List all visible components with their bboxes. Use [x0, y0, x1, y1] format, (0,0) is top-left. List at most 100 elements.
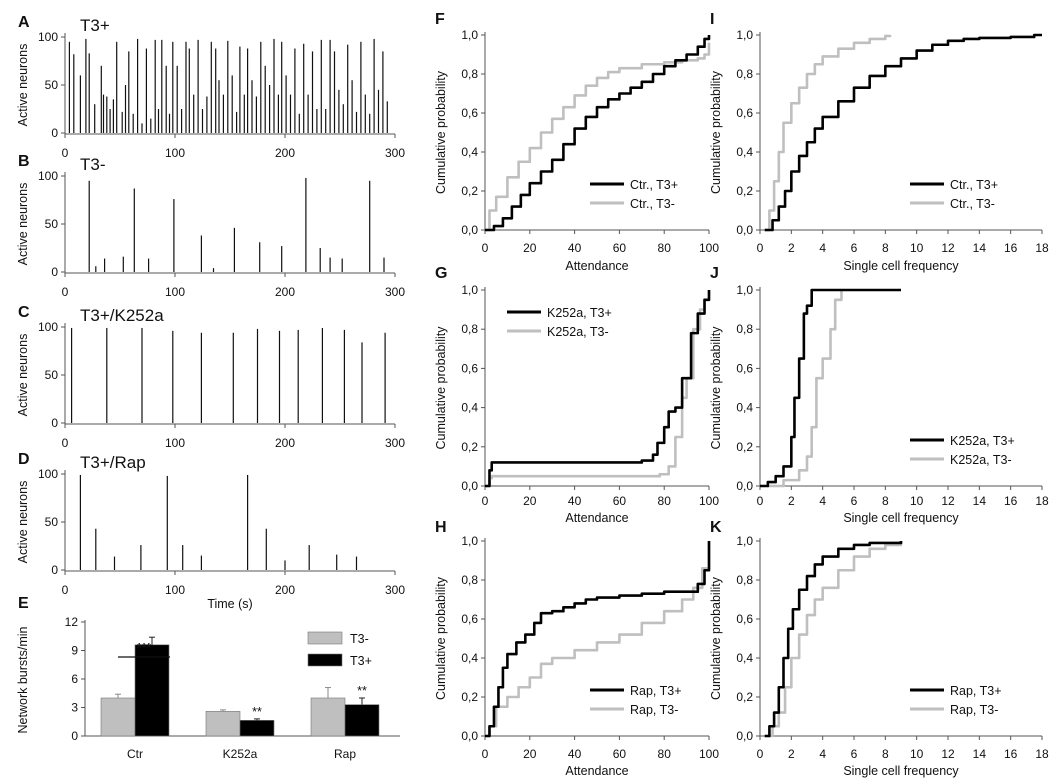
panel-f-ytick-label: 1,0 [461, 28, 478, 42]
panel-i-ytick-label: 0,8 [736, 67, 753, 81]
panel-k-xtick-label: 2 [788, 747, 795, 761]
panel-b-title: T3- [80, 155, 106, 174]
panel-i-ytick-label: 0,4 [736, 145, 753, 159]
panel-f-ytick-label: 0,0 [461, 223, 478, 237]
panel-h-ytick-label: 0,2 [461, 690, 478, 704]
panel-j-ytick-label: 0,6 [736, 361, 753, 375]
panel-b-letter: B [18, 153, 30, 170]
panel-f-cdf-t3plus [485, 35, 711, 232]
panel-j-ytick-label: 1,0 [736, 283, 753, 297]
panel-k-cdf-t3minus [764, 541, 903, 738]
panel-e-bar [134, 644, 170, 737]
panel-k-ytick-label: 0,0 [736, 729, 753, 743]
panel-k-ytick-label: 0,4 [736, 651, 753, 665]
panel-g-legend-label: K252a, T3+ [547, 306, 612, 320]
panel-h-xtick-label: 0 [482, 747, 489, 761]
panel-k-xtick-label: 6 [851, 747, 858, 761]
panel-g-ytick-label: 0,8 [461, 322, 478, 336]
panel-a-xtick-label: 200 [275, 146, 295, 160]
panel-h-xtick-label: 20 [523, 747, 537, 761]
panel-h-cdf-t3plus [485, 541, 711, 738]
panel-j-ytick-label: 0,8 [736, 322, 753, 336]
panel-e-legend-swatch [307, 653, 343, 667]
panel-f-ytick-label: 0,2 [461, 184, 478, 198]
panel-i-letter: I [710, 11, 714, 28]
panel-h-ylabel: Cumulative probability [434, 576, 448, 700]
panel-g-ytick-label: 1,0 [461, 283, 478, 297]
panel-j-cdf-t3minus [767, 290, 843, 488]
panel-h-legend-label: Rap, T3+ [630, 684, 682, 698]
panel-j-xlabel: Single cell frequency [843, 511, 959, 525]
panel-b-xtick-label: 100 [165, 285, 185, 299]
panel-k-xtick-label: 0 [757, 747, 764, 761]
panel-g-xtick-label: 80 [658, 494, 672, 508]
panel-i-cdf-t3minus [764, 34, 892, 232]
panel-i-xtick-label: 14 [973, 241, 987, 255]
panel-i-xtick-label: 16 [1004, 241, 1018, 255]
panel-j-xtick-label: 16 [1004, 494, 1018, 508]
panel-f-ytick-label: 0,4 [461, 145, 478, 159]
panel-b-ytick-label: 0 [51, 265, 58, 279]
panel-d-xtick-label: 300 [385, 583, 405, 597]
panel-e-ytick-label: 0 [71, 729, 78, 743]
panel-k-xtick-label: 10 [910, 747, 924, 761]
panel-i-xtick-label: 10 [910, 241, 924, 255]
panel-c-xtick-label: 200 [275, 436, 295, 450]
panel-k-ylabel: Cumulative probability [709, 576, 723, 700]
panel-d-ytick-label: 50 [45, 515, 59, 529]
panel-j-ylabel: Cumulative probability [709, 326, 723, 450]
panel-e-sig-stars: ** [357, 684, 367, 698]
panel-k-xlabel: Single cell frequency [843, 764, 959, 778]
panel-h-ytick-label: 0,8 [461, 573, 478, 587]
panel-f-xtick-label: 40 [568, 241, 582, 255]
panel-a-ytick-label: 50 [45, 78, 59, 92]
panel-i-ytick-label: 1,0 [736, 28, 753, 42]
panel-e-bar [205, 710, 241, 737]
panel-j-xtick-label: 8 [882, 494, 889, 508]
panel-j-cdf-t3plus [760, 288, 901, 488]
panel-i-ytick-label: 0,6 [736, 106, 753, 120]
raster-xlabel: Time (s) [207, 597, 252, 611]
panel-c-ytick-label: 0 [51, 416, 58, 430]
panel-i-xtick-label: 0 [757, 241, 764, 255]
panel-c-xtick-label: 300 [385, 436, 405, 450]
panel-d-xtick-label: 0 [62, 583, 69, 597]
panel-f-legend-label: Ctr., T3- [630, 197, 675, 211]
panel-a-title: T3+ [80, 16, 110, 35]
panel-g-ytick-label: 0,2 [461, 440, 478, 454]
panel-i-ytick-label: 0,2 [736, 184, 753, 198]
panel-i-xtick-label: 6 [851, 241, 858, 255]
panel-g-cdf-t3minus [485, 290, 711, 488]
panel-e-sig-bracket-stars: *** [137, 641, 152, 655]
panel-j-ytick-label: 0,2 [736, 440, 753, 454]
panel-k-xtick-label: 8 [882, 747, 889, 761]
panel-k-legend-label: Rap, T3- [950, 703, 998, 717]
panel-g-letter: G [435, 265, 447, 282]
panel-j-legend-label: K252a, T3+ [950, 434, 1015, 448]
panel-c-ylabel: Active neurons [16, 334, 30, 417]
panel-g-xtick-label: 0 [482, 494, 489, 508]
panel-k-ytick-label: 0,8 [736, 573, 753, 587]
panel-h-ytick-label: 0,6 [461, 612, 478, 626]
panel-f-xtick-label: 100 [699, 241, 719, 255]
panel-b-ytick-label: 100 [38, 169, 58, 183]
panel-f-ytick-label: 0,6 [461, 106, 478, 120]
panel-j-xtick-label: 14 [973, 494, 987, 508]
panel-e-legend-label: T3- [350, 632, 369, 646]
panel-e-group-label: K252a [223, 747, 258, 761]
panel-g-legend-label: K252a, T3- [547, 325, 609, 339]
panel-g-xtick-label: 20 [523, 494, 537, 508]
panel-k-legend-label: Rap, T3+ [950, 684, 1002, 698]
panel-a-xtick-label: 300 [385, 146, 405, 160]
panel-h-xtick-label: 40 [568, 747, 582, 761]
panel-h-ytick-label: 1,0 [461, 534, 478, 548]
panel-b-xtick-label: 300 [385, 285, 405, 299]
panel-e-legend-swatch [307, 631, 343, 645]
panel-h-letter: H [435, 519, 447, 536]
panel-i-ytick-label: 0,0 [736, 223, 753, 237]
panel-j-ytick-label: 0,0 [736, 479, 753, 493]
panel-i-xtick-label: 2 [788, 241, 795, 255]
panel-h-legend-label: Rap, T3- [630, 703, 678, 717]
panel-j-xtick-label: 2 [788, 494, 795, 508]
panel-d-xtick-label: 200 [275, 583, 295, 597]
